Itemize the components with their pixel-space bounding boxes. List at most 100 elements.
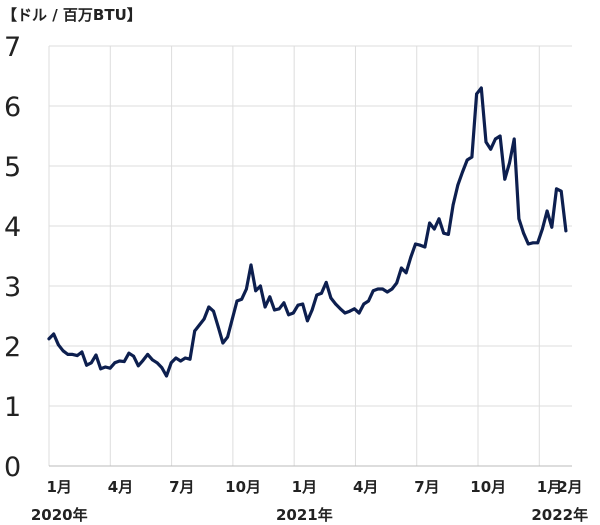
data-point (353, 307, 356, 311)
data-point (432, 227, 436, 231)
x-tick-label: 1月 (292, 478, 317, 496)
data-point (113, 361, 117, 365)
data-point (273, 308, 276, 312)
data-point (522, 231, 525, 235)
data-point (85, 363, 88, 367)
data-point (226, 335, 229, 339)
y-tick-label: 5 (4, 152, 21, 183)
data-point (447, 233, 450, 236)
data-point (291, 311, 295, 315)
data-point (385, 290, 389, 294)
data-point (503, 177, 507, 181)
data-point (362, 302, 366, 306)
data-point (451, 203, 455, 207)
data-point (66, 353, 70, 356)
data-point (118, 359, 121, 363)
x-tick-label: 10月 (470, 478, 506, 496)
data-point (324, 281, 328, 284)
data-point (207, 305, 211, 309)
data-point (259, 284, 262, 288)
data-point (423, 245, 427, 249)
data-point (122, 360, 126, 363)
data-point (188, 357, 192, 361)
data-point (183, 356, 187, 360)
data-point (212, 309, 215, 313)
data-point (315, 293, 319, 297)
data-point (371, 289, 375, 293)
data-point (338, 307, 342, 311)
x-tick-label: 4月 (353, 478, 378, 496)
data-point (559, 189, 563, 193)
data-point (409, 255, 413, 259)
data-point (61, 349, 65, 353)
x-tick-label: 1月 (537, 478, 562, 496)
data-point (146, 353, 150, 356)
data-point (564, 229, 568, 233)
data-point (249, 263, 253, 267)
data-point (160, 366, 164, 369)
data-point (357, 311, 361, 315)
data-point (287, 313, 291, 317)
data-point (437, 217, 441, 221)
price-series-line (47, 86, 568, 378)
data-point (508, 161, 511, 165)
data-point (169, 361, 173, 365)
data-point (479, 86, 483, 90)
data-point (306, 319, 309, 323)
data-point (555, 187, 558, 191)
data-point (540, 227, 544, 231)
y-tick-label: 7 (4, 32, 21, 63)
data-point (244, 287, 248, 291)
data-point (141, 359, 145, 362)
data-point (193, 329, 197, 333)
data-point (395, 281, 399, 285)
y-tick-label: 1 (4, 392, 21, 423)
data-point (136, 364, 140, 368)
y-tick-label: 2 (4, 332, 21, 363)
y-tick-label: 6 (4, 92, 21, 123)
data-point (381, 287, 385, 291)
data-point (475, 92, 478, 96)
data-point (254, 289, 258, 293)
data-point (442, 231, 446, 235)
data-point (230, 317, 234, 321)
data-point (418, 243, 422, 247)
data-point (517, 217, 521, 221)
data-point (367, 299, 370, 303)
year-label: 2020年 (31, 506, 88, 524)
data-point (301, 302, 305, 306)
data-point (56, 343, 60, 347)
data-point (545, 209, 549, 213)
data-point (150, 358, 154, 362)
x-tick-label: 4月 (108, 478, 133, 496)
x-tick-label: 1月 (46, 478, 71, 496)
data-point (174, 356, 178, 360)
data-point (277, 307, 281, 311)
data-point (428, 221, 432, 225)
data-point (414, 242, 417, 246)
data-point (268, 295, 272, 299)
data-point (329, 296, 333, 300)
data-point (526, 242, 530, 246)
data-point (197, 323, 201, 327)
data-point (263, 305, 267, 309)
y-tick-label: 4 (4, 212, 21, 243)
data-point (334, 302, 338, 306)
data-point (179, 359, 182, 363)
data-point (47, 337, 51, 341)
x-tick-label: 7月 (169, 478, 194, 496)
data-point (310, 308, 314, 312)
data-point (89, 361, 93, 365)
data-point (282, 301, 286, 305)
data-point (320, 291, 323, 295)
data-point (484, 140, 488, 144)
year-label: 2021年 (276, 506, 333, 524)
data-point (512, 137, 516, 141)
data-point (235, 299, 239, 303)
data-point (550, 225, 554, 229)
x-tick-label: 2月 (557, 478, 582, 496)
data-point (52, 332, 56, 336)
data-point (108, 366, 112, 370)
y-axis-unit-label: 【ドル / 百万BTU】 (2, 6, 142, 24)
